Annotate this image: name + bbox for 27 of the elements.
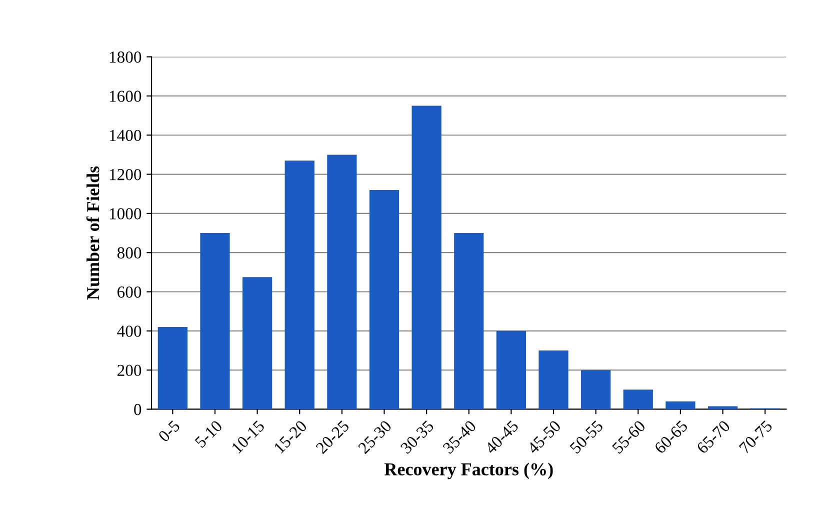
y-tick-label: 800 [117, 247, 142, 259]
y-tick-label: 1000 [110, 208, 142, 220]
bar [200, 233, 230, 410]
bar [284, 160, 314, 410]
y-axis-title: Number of Fields [86, 166, 100, 300]
y-tick-label: 1600 [110, 90, 142, 102]
y-tick-label: 400 [117, 326, 142, 337]
x-axis-title: Recovery Factors (%) [384, 462, 553, 480]
bar [581, 370, 611, 410]
bar [496, 330, 526, 410]
bar [538, 350, 568, 410]
bar [158, 326, 188, 410]
bar [369, 190, 400, 410]
bar [454, 233, 484, 410]
bar [242, 277, 272, 410]
x-tick-label: 0-5 [158, 420, 181, 443]
y-tick-label: 1400 [110, 130, 142, 142]
y-tick-label: 600 [118, 286, 142, 298]
bar [412, 106, 442, 410]
y-tick-label: 200 [118, 364, 142, 376]
x-tick-label: 5-10 [194, 420, 223, 448]
bar [666, 401, 696, 410]
y-tick-label: 1200 [110, 168, 142, 180]
y-tick-label: 1800 [110, 52, 142, 63]
bar [623, 390, 653, 410]
bar [327, 154, 357, 410]
y-tick-label: 0 [134, 404, 142, 416]
